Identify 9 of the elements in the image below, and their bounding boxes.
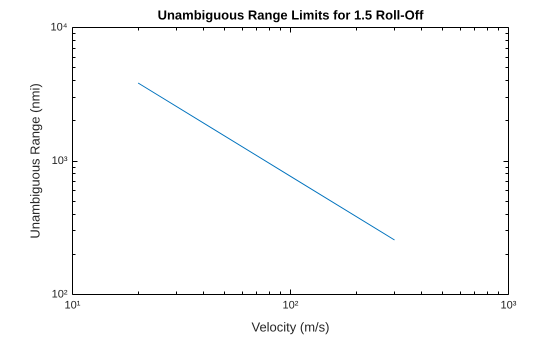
x-tick-label: 10¹ (64, 300, 81, 312)
y-tick-label: 10³ (52, 155, 68, 167)
x-axis-title: Velocity (m/s) (251, 320, 330, 334)
chart-title: Unambiguous Range Limits for 1.5 Roll-Off (158, 8, 424, 22)
y-tick-label: 10⁴ (50, 22, 68, 34)
y-axis-title: Unambiguous Range (nmi) (28, 83, 43, 239)
x-tick-label: 10² (282, 300, 299, 312)
y-tick-label: 10² (52, 288, 68, 300)
x-tick-label: 10³ (500, 300, 517, 312)
